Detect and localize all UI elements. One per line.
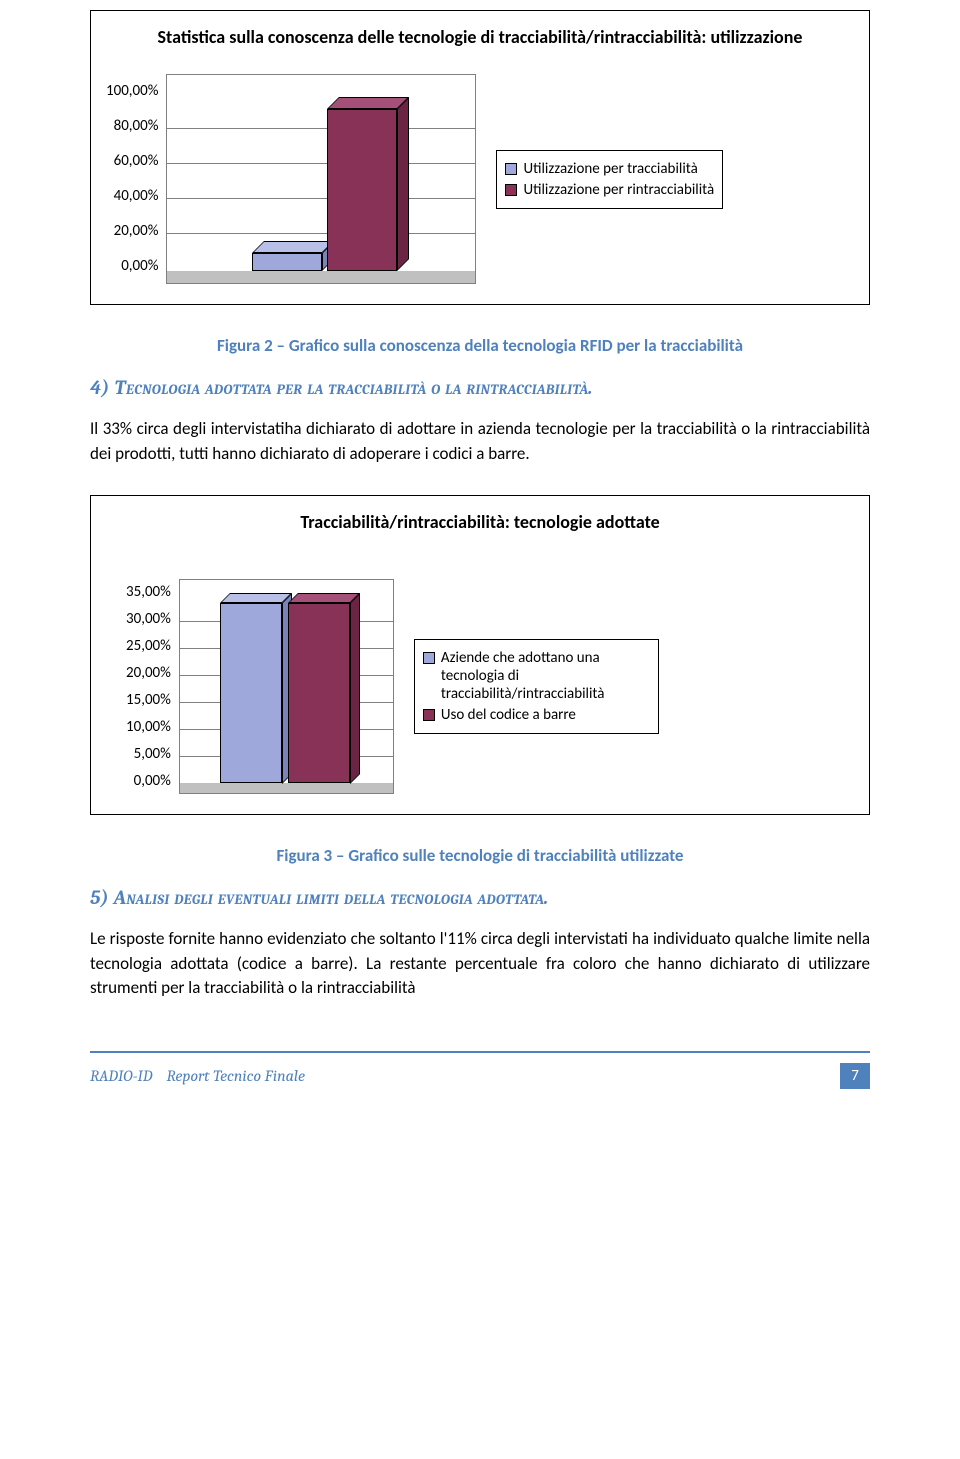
legend-item-0: Utilizzazione per tracciabilità (505, 160, 714, 178)
ytick-label: 80,00% (114, 109, 159, 144)
legend-item-1: Uso del codice a barre (423, 706, 650, 724)
legend-label-1: Utilizzazione per rintracciabilità (523, 181, 714, 199)
footer-project: RADIO-ID (90, 1067, 152, 1085)
ytick-label: 30,00% (126, 606, 171, 633)
chart-2-yaxis: 35,00%30,00%25,00%20,00%15,00%10,00%5,00… (126, 579, 179, 794)
section-4-heading: 4) Tecnologia adottata per la tracciabil… (90, 376, 870, 399)
bar-top-0 (220, 593, 292, 603)
legend-label-1: Uso del codice a barre (441, 706, 576, 724)
page-footer: RADIO-ID Report Tecnico Finale 7 (90, 1051, 870, 1097)
figure-3-caption: Figura 3 – Grafico sulle tecnologie di t… (90, 845, 870, 866)
chart-1-box: Statistica sulla conoscenza delle tecnol… (90, 10, 870, 305)
section-5-heading: 5) Analisi degli eventuali limiti della … (90, 886, 870, 909)
ytick-label: 25,00% (126, 633, 171, 660)
footer-page-number: 7 (840, 1063, 870, 1089)
chart-2-legend: Aziende che adottano una tecnologia di t… (414, 639, 659, 734)
chart-1-legend: Utilizzazione per tracciabilità Utilizzaz… (496, 150, 723, 209)
ytick-label: 40,00% (114, 179, 159, 214)
bar-side-1 (350, 593, 360, 784)
ytick-label: 35,00% (126, 579, 171, 606)
ytick-label: 10,00% (126, 714, 171, 741)
bar-side-1 (397, 97, 409, 271)
ytick-label: 15,00% (126, 687, 171, 714)
legend-swatch-1 (505, 184, 517, 196)
paragraph-1: Il 33% circa degli intervistatiha dichia… (90, 417, 870, 466)
ytick-label: 0,00% (134, 768, 171, 795)
bar-1 (327, 109, 397, 271)
ytick-label: 5,00% (134, 741, 171, 768)
ytick-label: 60,00% (114, 144, 159, 179)
legend-label-0: Aziende che adottano una tecnologia di t… (441, 649, 650, 703)
chart-2-body: 35,00%30,00%25,00%20,00%15,00%10,00%5,00… (106, 579, 854, 794)
legend-swatch-0 (505, 163, 517, 175)
figure-2-caption: Figura 2 – Grafico sulla conoscenza dell… (90, 335, 870, 356)
bar-0 (252, 253, 322, 271)
ytick-label: 0,00% (121, 249, 158, 284)
chart-1-yaxis: 100,00%80,00%60,00%40,00%20,00%0,00% (106, 74, 166, 284)
chart-1-plot (166, 74, 476, 284)
legend-label-0: Utilizzazione per tracciabilità (523, 160, 697, 178)
ytick-label: 20,00% (126, 660, 171, 687)
bar-top-1 (288, 593, 360, 603)
chart-2-title: Tracciabilità/rintracciabilità: tecnolog… (106, 511, 854, 534)
chart-1-title: Statistica sulla conoscenza delle tecnol… (106, 26, 854, 49)
chart-1-body: 100,00%80,00%60,00%40,00%20,00%0,00% Uti… (106, 74, 854, 284)
legend-item-0: Aziende che adottano una tecnologia di t… (423, 649, 650, 703)
footer-left: RADIO-ID Report Tecnico Finale (90, 1067, 305, 1085)
paragraph-2: Le risposte fornite hanno evidenziato ch… (90, 927, 870, 1001)
legend-swatch-0 (423, 652, 435, 664)
chart-2-box: Tracciabilità/rintracciabilità: tecnolog… (90, 495, 870, 815)
ytick-label: 100,00% (106, 74, 158, 109)
ytick-label: 20,00% (114, 214, 159, 249)
chart-2-plot (179, 579, 394, 794)
legend-item-1: Utilizzazione per rintracciabilità (505, 181, 714, 199)
legend-swatch-1 (423, 709, 435, 721)
footer-doc-title: Report Tecnico Finale (167, 1067, 305, 1085)
bar-1 (288, 603, 350, 784)
bar-0 (220, 603, 282, 784)
